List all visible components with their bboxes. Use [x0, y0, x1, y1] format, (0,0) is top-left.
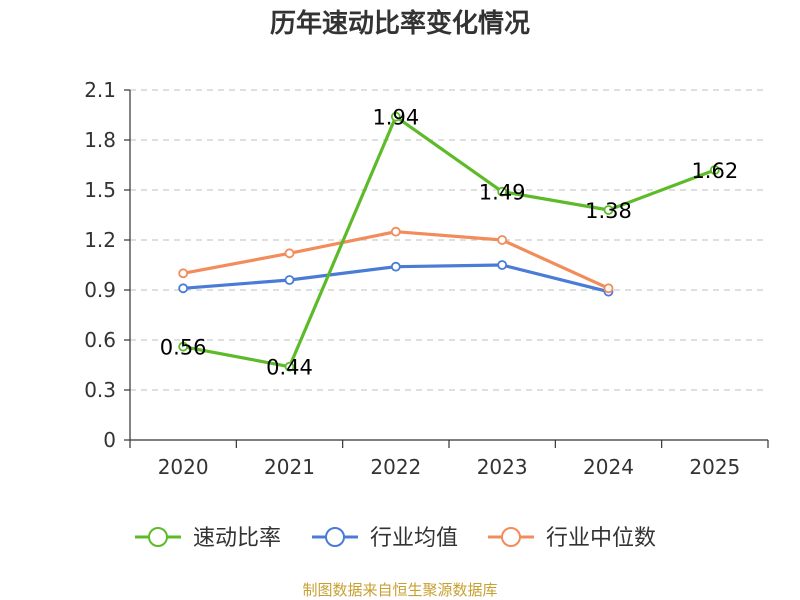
data-label: 0.56: [160, 336, 207, 360]
data-point: [497, 186, 508, 197]
data-point: [497, 260, 508, 270]
legend-label: 行业均值: [370, 526, 458, 551]
legend-label: 行业中位数: [546, 526, 656, 551]
x-tick-label: 2025: [689, 455, 740, 479]
data-point: [603, 283, 614, 294]
x-tick-label: 2024: [583, 455, 634, 479]
data-point: [390, 111, 401, 122]
data-point: [603, 205, 614, 215]
data-point: [284, 275, 295, 285]
data-point: [709, 165, 720, 175]
y-tick-label: 0.6: [84, 328, 116, 352]
series-lines: [178, 111, 720, 372]
x-tick-label: 2021: [264, 455, 315, 479]
data-label: 1.62: [691, 159, 738, 183]
data-label: 1.38: [585, 199, 632, 223]
data-label: 0.44: [266, 356, 313, 380]
data-point: [390, 226, 401, 237]
y-tick-label: 0: [103, 428, 116, 452]
data-point: [390, 261, 401, 272]
chart-title: 历年速动比率变化情况: [270, 8, 530, 39]
legend-marker: [148, 527, 168, 547]
data-point: [284, 248, 295, 259]
source-note: 制图数据来自恒生聚源数据库: [302, 581, 497, 599]
x-tick-label: 2020: [158, 455, 209, 479]
data-point: [178, 268, 189, 279]
legend-item: 行业均值: [312, 526, 458, 551]
y-tick-label: 1.8: [84, 128, 116, 152]
y-tick-label: 1.5: [84, 178, 116, 202]
data-label: 1.49: [479, 181, 526, 205]
legend: 速动比率 行业均值 行业中位数: [135, 526, 656, 551]
legend-label: 速动比率: [193, 526, 281, 551]
gridlines: [130, 89, 768, 391]
data-point: [284, 361, 295, 372]
y-tick-label: 0.3: [84, 378, 116, 402]
y-tick-label: 2.1: [84, 78, 116, 102]
y-tick-label: 0.9: [84, 278, 116, 302]
data-label: 1.94: [372, 106, 419, 130]
series-line-0: [182, 115, 716, 369]
legend-marker: [325, 527, 345, 547]
legend-item: 行业中位数: [488, 526, 656, 551]
legend-item: 速动比率: [135, 526, 281, 551]
data-point: [178, 283, 189, 294]
data-point: [497, 235, 508, 245]
x-tick-label: 2022: [370, 455, 421, 479]
data-point: [178, 341, 189, 352]
x-tick-label: 2023: [477, 455, 528, 479]
axes: 0 0.3 0.6 0.9 1.2 1.5 1.8 2.1 2020 2021 2022 2023 20…: [84, 78, 769, 479]
legend-marker: [501, 527, 521, 547]
y-tick-label: 1.2: [84, 228, 116, 252]
data-labels: 0.56 0.44 1.94 1.49 1.38 1.62: [160, 106, 738, 380]
